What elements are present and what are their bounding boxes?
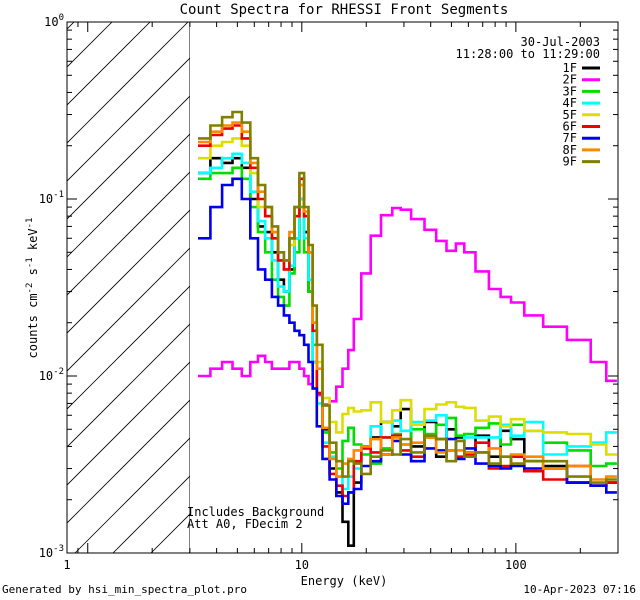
time-range-label: 11:28:00 to 11:29:00 [456, 47, 601, 61]
legend-label: 1F [563, 61, 577, 75]
hatch-line [67, 171, 190, 296]
hatch-line [67, 22, 113, 68]
axes [66, 21, 619, 554]
x-tick-label: 10 [295, 558, 309, 572]
x-tick-labels: 10 100 [295, 558, 527, 572]
series-layer [198, 110, 617, 547]
hatch-line [74, 437, 190, 553]
hatch-line [67, 361, 190, 486]
y-tick-label: 10-3 [39, 544, 64, 560]
legend-label: 7F [563, 131, 577, 145]
x-tick-label-first: 1 [63, 558, 70, 572]
series-2F [198, 206, 617, 406]
hatch-line [67, 22, 151, 106]
y-tick-label: 10-1 [39, 190, 64, 206]
legend-label: 5F [563, 108, 577, 122]
legend-label: 4F [563, 96, 577, 110]
legend-label: 9F [563, 155, 577, 169]
hatch-line [67, 209, 190, 334]
axes-frame [66, 21, 619, 554]
legend-label: 3F [563, 84, 577, 98]
annotation-attenuator: Att A0, FDecim 2 [187, 517, 303, 531]
series-7F [198, 177, 617, 505]
y-axis-label: counts cm-2 s-1 keV-1 [25, 218, 40, 359]
hatched-region [67, 22, 190, 553]
series-4F [198, 152, 617, 491]
y-tick-label: 10-2 [39, 367, 64, 383]
series-9F [198, 110, 617, 484]
chart-title: Count Spectra for RHESSI Front Segments [180, 2, 509, 18]
hatch-line [67, 247, 190, 372]
series-1F [198, 156, 617, 547]
hatch-line [67, 22, 189, 144]
hatch-line [67, 133, 190, 258]
footer-date: 10-Apr-2023 07:16 [523, 583, 636, 596]
hatch-line [67, 399, 190, 524]
footer-generated: Generated by hsi_min_spectra_plot.pro [2, 583, 248, 596]
date-label: 30-Jul-2003 [521, 35, 600, 49]
annotation-background: Includes Background [187, 505, 324, 519]
legend-label: 2F [563, 73, 577, 87]
legend-label: 8F [563, 143, 577, 157]
y-tick-label: 100 [44, 13, 64, 29]
y-tick-labels: 100 10-1 10-2 10-3 [39, 13, 64, 560]
x-axis-label: Energy (keV) [301, 574, 388, 588]
x-tick-label: 100 [505, 558, 527, 572]
legend-label: 6F [563, 120, 577, 134]
